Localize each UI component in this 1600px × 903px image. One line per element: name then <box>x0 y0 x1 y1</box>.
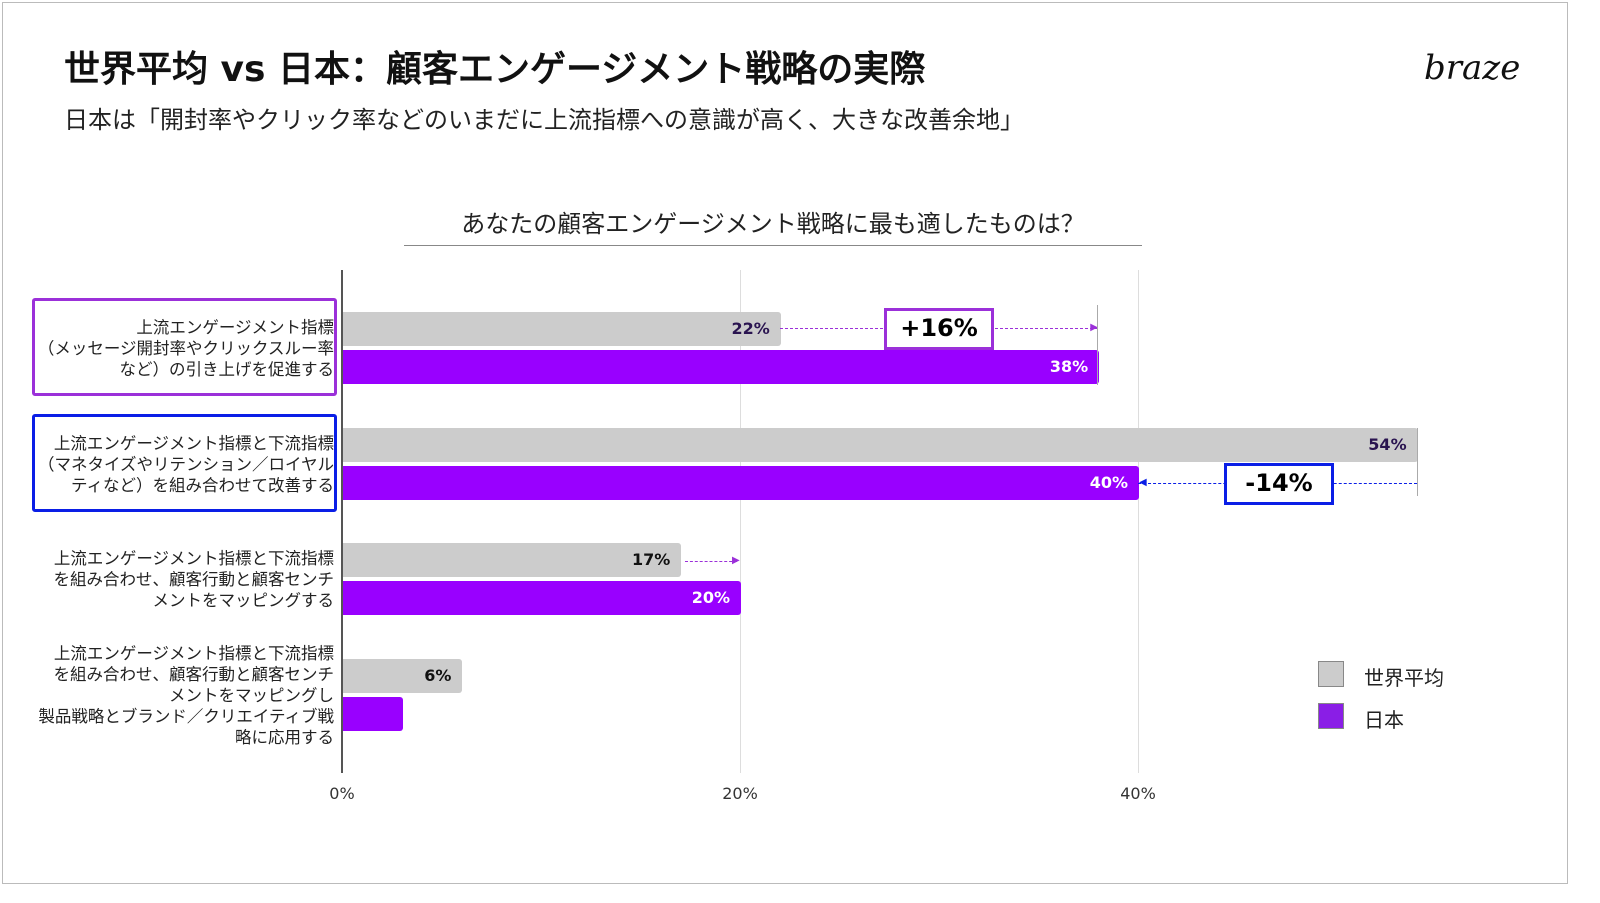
gridline <box>740 270 741 773</box>
bar-value-label: 6% <box>424 666 452 685</box>
x-tick-label: 40% <box>1120 784 1156 803</box>
category-highlight-box <box>32 414 337 512</box>
diff-badge: -14% <box>1224 463 1334 505</box>
category-highlight-box <box>32 298 337 396</box>
legend-swatch <box>1318 661 1344 687</box>
category-label: 上流エンゲージメント指標 （メッセージ開封率やクリックスルー率 など）の引き上げ… <box>37 317 334 379</box>
bar-japan <box>343 697 403 731</box>
page-title: 世界平均 vs 日本：顧客エンゲージメント戦略の実際 <box>64 49 926 90</box>
bar-end-line <box>1416 428 1418 496</box>
category-label: 上流エンゲージメント指標と下流指標 を組み合わせ、顧客行動と顧客センチ メントを… <box>53 548 335 610</box>
bar-world <box>343 428 1418 462</box>
bar-value-label: 20% <box>691 588 730 607</box>
bar-japan <box>343 466 1139 500</box>
x-tick-label: 20% <box>722 784 758 803</box>
bar-world <box>343 543 682 577</box>
bar-end-line <box>1097 305 1099 385</box>
bar-japan <box>343 350 1100 384</box>
category-label: 上流エンゲージメント指標と下流指標 （マネタイズやリテンション／ロイヤル ティな… <box>37 433 334 495</box>
bar-value-label: 54% <box>1368 435 1407 454</box>
category-label: 上流エンゲージメント指標と下流指標 を組み合わせ、顧客行動と顧客センチ メントを… <box>38 643 334 747</box>
y-axis-line <box>341 270 343 773</box>
chart-title: あなたの顧客エンゲージメント戦略に最も適したものは？ <box>404 204 1142 246</box>
diff-badge: +16% <box>884 308 994 350</box>
slide-frame <box>2 2 1568 884</box>
arrow-head-icon: ▶ <box>732 555 740 566</box>
bar-japan <box>343 581 741 615</box>
braze-logo: braze <box>1424 48 1521 88</box>
arrow-head-icon: ▶ <box>1090 322 1098 333</box>
bar-world <box>343 659 463 693</box>
page-subtitle: 日本は「開封率やクリック率などのいまだに上流指標への意識が高く、大きな改善余地」 <box>64 106 1024 134</box>
bar-value-label: 22% <box>731 319 770 338</box>
diff-arrow-line <box>685 561 737 562</box>
x-tick-label: 0% <box>329 784 355 803</box>
gridline <box>1138 270 1139 773</box>
legend-swatch <box>1318 703 1344 729</box>
bar-world <box>343 312 781 346</box>
legend-label: 世界平均 <box>1364 666 1444 690</box>
bar-value-label: 38% <box>1049 357 1089 376</box>
arrow-head-icon: ◀ <box>1139 477 1147 488</box>
legend-label: 日本 <box>1364 708 1404 732</box>
bar-value-label: 40% <box>1089 473 1128 492</box>
bar-value-label: 17% <box>632 550 671 569</box>
